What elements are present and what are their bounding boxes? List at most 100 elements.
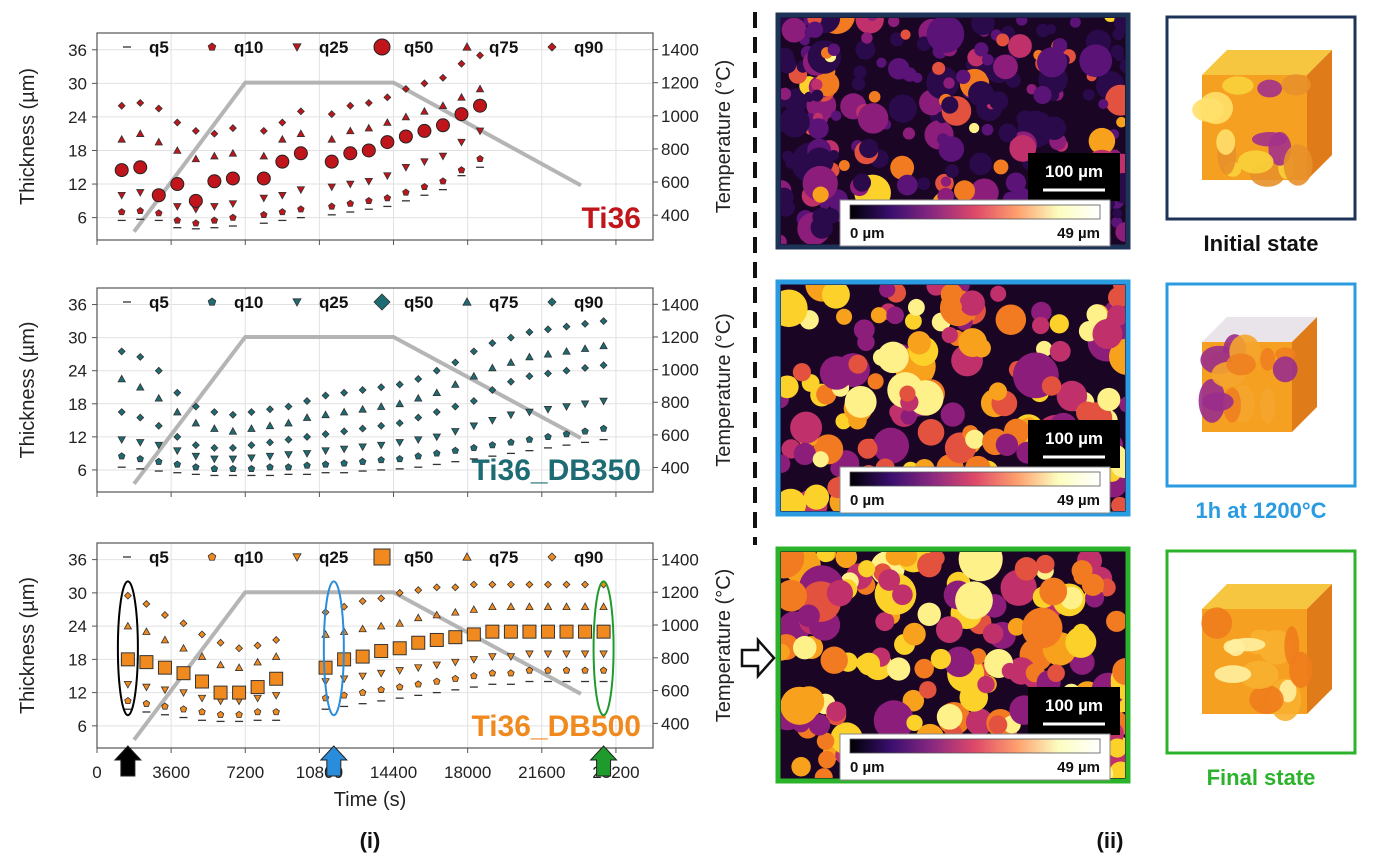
data-point-q90 <box>160 611 169 619</box>
scale-bar-label: 100 µm <box>1045 162 1103 181</box>
cube-grain <box>1202 392 1234 412</box>
data-point-q10 <box>476 154 484 163</box>
data-point-q90 <box>191 402 200 411</box>
data-point-q50 <box>188 193 203 208</box>
data-point-q10 <box>358 688 367 696</box>
chart-ti36-db350: 6 12 18 24 30 36 400 600 800 1000 1200 1400 Thicknes… <box>17 287 735 497</box>
legend-marker <box>207 297 217 306</box>
y-tick-label: 18 <box>68 395 87 414</box>
grain <box>1032 316 1050 335</box>
y-tick-label: 6 <box>78 461 87 480</box>
grain <box>1106 610 1125 632</box>
data-point-q50 <box>173 432 182 441</box>
x-tick-label: 14400 <box>370 763 417 782</box>
data-point-q75 <box>135 129 145 137</box>
data-point-q90 <box>599 317 608 326</box>
data-point-q75 <box>302 413 312 421</box>
grain <box>861 32 873 44</box>
data-point-q10 <box>229 464 237 472</box>
y-axis-label: Thickness (µm) <box>17 68 39 205</box>
grain <box>781 579 807 612</box>
data-point-q25 <box>376 441 386 450</box>
data-point-q25 <box>296 186 306 195</box>
x-tick-label: 0 <box>92 763 101 782</box>
data-point-q90 <box>154 366 163 375</box>
data-point-q75 <box>580 602 590 610</box>
grain <box>993 54 1018 80</box>
data-point-q50 <box>473 98 488 113</box>
data-point-q75 <box>117 374 126 383</box>
y-tick-label: 30 <box>68 584 87 603</box>
grain <box>981 53 994 66</box>
data-point-q90 <box>544 580 552 589</box>
colorbar-max-label: 49 µm <box>1057 225 1100 242</box>
data-point-q90 <box>377 383 386 392</box>
data-point-q50 <box>133 160 148 175</box>
grain <box>872 427 910 464</box>
data-point-q90 <box>469 347 478 356</box>
arrow-green-icon <box>589 745 618 777</box>
legend-label: q5 <box>149 38 169 57</box>
series-title: Ti36_DB500 <box>471 710 641 743</box>
data-point-q10 <box>433 449 441 457</box>
pointer-arrow-icon <box>740 636 776 680</box>
legend-label: q25 <box>319 38 348 57</box>
grain <box>851 76 866 91</box>
grain <box>945 164 959 178</box>
data-point-q10 <box>396 683 404 691</box>
grain <box>873 700 914 741</box>
data-point-q75 <box>432 610 442 619</box>
data-point-q25 <box>432 661 442 670</box>
highlight-ellipse-blue <box>322 580 345 717</box>
cube-grain <box>1239 660 1279 689</box>
grain <box>781 106 810 138</box>
data-point-q10 <box>377 456 385 464</box>
y-tick-label: 12 <box>68 684 87 703</box>
data-point-q75 <box>364 123 374 132</box>
data-point-q25 <box>488 417 497 425</box>
y2-axis-label: Temperature (°C) <box>713 313 735 467</box>
data-point-q90 <box>506 580 515 589</box>
y2-tick-label: 600 <box>661 682 689 701</box>
grain <box>1007 617 1026 636</box>
grain <box>820 646 848 674</box>
data-point-q75 <box>376 402 386 410</box>
data-point-q50 <box>581 363 590 372</box>
x-tick-label: 7200 <box>226 763 264 782</box>
y2-tick-label: 1400 <box>661 41 699 60</box>
data-point-q25 <box>142 683 151 692</box>
data-point-q10 <box>198 708 206 716</box>
data-point-q10 <box>124 697 132 705</box>
y2-tick-label: 1000 <box>661 616 699 635</box>
grain <box>1105 84 1125 116</box>
data-point-q25 <box>173 447 182 456</box>
grain <box>781 18 807 43</box>
data-point-q10 <box>396 455 404 463</box>
legend-marker <box>207 552 217 561</box>
legend-label: q90 <box>574 548 603 567</box>
data-point-q75 <box>451 380 460 388</box>
data-point-q75 <box>457 92 466 101</box>
data-point-q50 <box>210 443 219 452</box>
grain <box>858 560 876 578</box>
data-point-q10 <box>433 677 441 685</box>
grain <box>811 78 823 91</box>
data-point-q50 <box>195 674 210 689</box>
y2-tick-label: 400 <box>661 459 689 478</box>
data-point-q75 <box>543 349 553 358</box>
data-point-q75 <box>469 371 479 380</box>
data-point-q75 <box>321 410 330 419</box>
colorbar-max-label: 49 µm <box>1057 759 1100 776</box>
data-point-q10 <box>155 457 163 465</box>
data-point-q25 <box>123 681 133 689</box>
data-point-q50 <box>358 424 367 433</box>
grain <box>941 96 959 114</box>
scale-bar-label: 100 µm <box>1045 429 1103 448</box>
data-point-q90 <box>358 597 367 606</box>
data-point-q50 <box>213 685 228 700</box>
data-point-q10 <box>284 463 293 471</box>
data-point-q10 <box>328 202 336 210</box>
data-point-q90 <box>272 635 281 644</box>
data-point-q25 <box>117 436 126 445</box>
cube-top <box>1202 50 1332 75</box>
